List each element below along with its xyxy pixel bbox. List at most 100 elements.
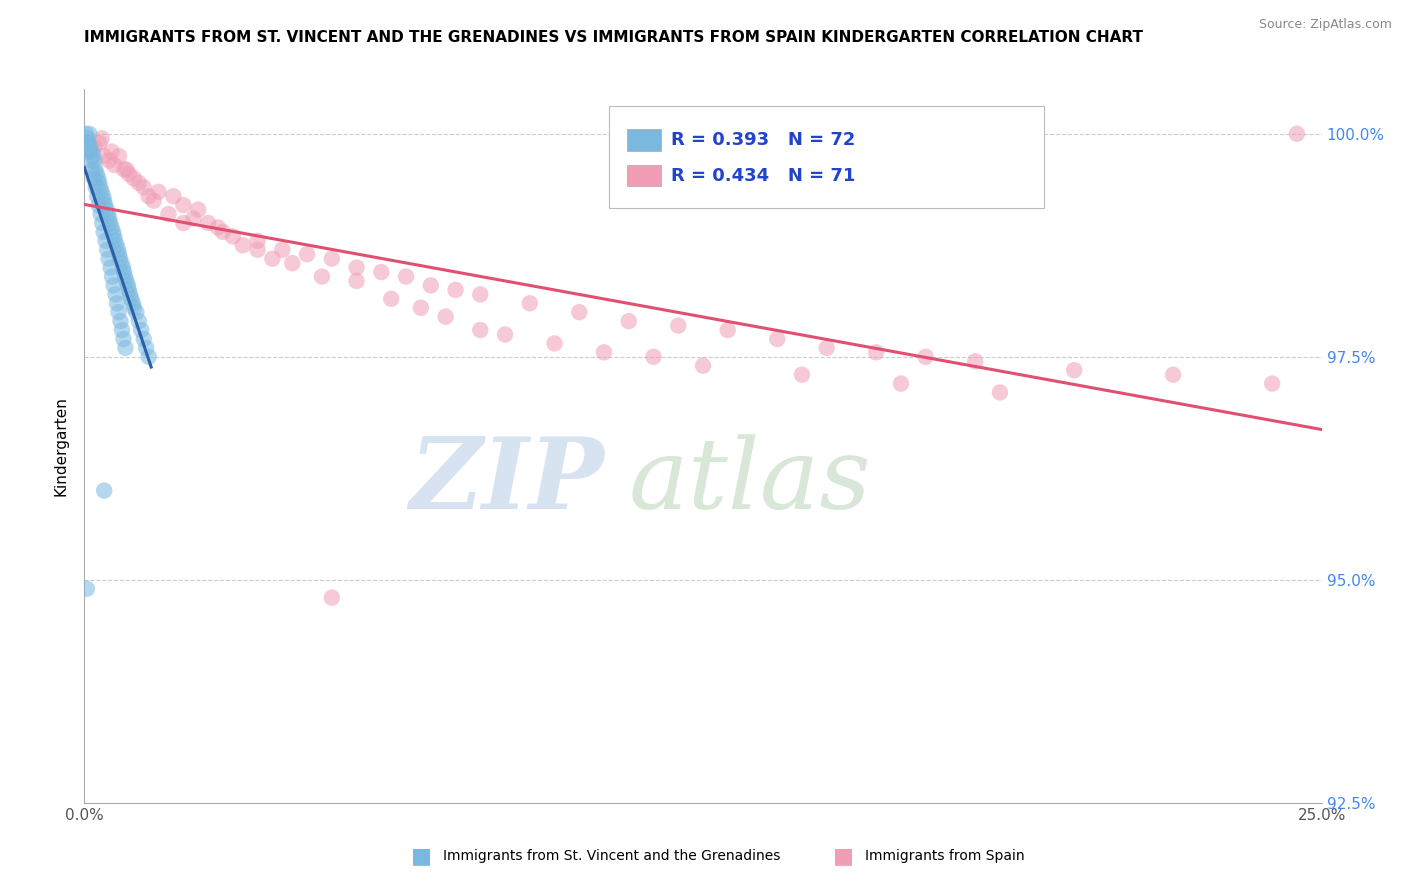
- Point: [370, 265, 392, 279]
- Point: [281, 256, 304, 270]
- Point: [988, 385, 1011, 400]
- Point: [90, 131, 112, 145]
- Point: [138, 350, 160, 364]
- Point: [108, 247, 131, 261]
- Text: IMMIGRANTS FROM ST. VINCENT AND THE GRENADINES VS IMMIGRANTS FROM SPAIN KINDERGA: IMMIGRANTS FROM ST. VINCENT AND THE GREN…: [84, 29, 1143, 45]
- Point: [395, 269, 418, 284]
- Point: [112, 162, 135, 177]
- Point: [105, 238, 128, 252]
- Point: [97, 252, 120, 266]
- Point: [157, 207, 180, 221]
- Text: ■: ■: [834, 847, 853, 866]
- Text: Immigrants from St. Vincent and the Grenadines: Immigrants from St. Vincent and the Gren…: [443, 849, 780, 863]
- Point: [262, 252, 284, 266]
- Point: [107, 305, 129, 319]
- Text: Source: ZipAtlas.com: Source: ZipAtlas.com: [1258, 18, 1392, 31]
- Point: [118, 287, 141, 301]
- Point: [222, 229, 245, 244]
- Point: [321, 591, 343, 605]
- Point: [108, 149, 131, 163]
- Point: [568, 305, 591, 319]
- Point: [117, 278, 139, 293]
- Point: [122, 301, 145, 315]
- Text: R = 0.393   N = 72: R = 0.393 N = 72: [671, 131, 855, 149]
- Point: [118, 167, 141, 181]
- Point: [494, 327, 516, 342]
- Point: [187, 202, 209, 217]
- Point: [89, 180, 111, 194]
- Point: [1161, 368, 1184, 382]
- Point: [75, 127, 97, 141]
- Point: [125, 305, 148, 319]
- Point: [766, 332, 789, 346]
- Point: [89, 176, 111, 190]
- Point: [96, 202, 118, 217]
- Point: [101, 269, 124, 284]
- Point: [128, 176, 150, 190]
- Text: atlas: atlas: [628, 434, 872, 529]
- Point: [207, 220, 229, 235]
- Point: [434, 310, 457, 324]
- Point: [121, 296, 143, 310]
- Point: [79, 127, 101, 141]
- Point: [114, 341, 136, 355]
- Point: [110, 256, 132, 270]
- Point: [79, 145, 101, 159]
- Point: [87, 198, 110, 212]
- Point: [108, 252, 131, 266]
- Point: [197, 216, 219, 230]
- Point: [90, 207, 112, 221]
- Point: [83, 140, 105, 154]
- Point: [86, 189, 108, 203]
- Point: [132, 180, 155, 194]
- Point: [104, 234, 127, 248]
- Point: [80, 145, 103, 159]
- Point: [111, 323, 134, 337]
- Point: [82, 162, 104, 177]
- Point: [380, 292, 402, 306]
- Text: ZIP: ZIP: [409, 434, 605, 530]
- Point: [79, 140, 101, 154]
- Point: [470, 287, 492, 301]
- Point: [172, 216, 194, 230]
- Point: [346, 260, 368, 275]
- Point: [93, 194, 115, 208]
- Point: [717, 323, 740, 337]
- Point: [89, 136, 111, 150]
- Point: [114, 269, 136, 284]
- Point: [101, 225, 124, 239]
- Point: [90, 185, 112, 199]
- Point: [593, 345, 616, 359]
- Point: [98, 153, 121, 168]
- Point: [103, 158, 125, 172]
- Point: [643, 350, 665, 364]
- Point: [865, 345, 887, 359]
- Point: [103, 229, 125, 244]
- Point: [77, 145, 100, 159]
- Point: [98, 211, 121, 226]
- Point: [104, 287, 127, 301]
- Point: [181, 211, 204, 226]
- Point: [444, 283, 467, 297]
- Point: [76, 136, 98, 150]
- Point: [135, 341, 157, 355]
- Point: [93, 149, 115, 163]
- Text: ■: ■: [412, 847, 432, 866]
- Point: [128, 314, 150, 328]
- Point: [110, 314, 132, 328]
- Point: [666, 318, 689, 333]
- Point: [914, 350, 936, 364]
- Point: [790, 368, 813, 382]
- Point: [1285, 127, 1308, 141]
- Point: [91, 216, 114, 230]
- Point: [93, 225, 115, 239]
- Point: [94, 234, 117, 248]
- Point: [87, 171, 110, 186]
- Point: [76, 131, 98, 145]
- Point: [107, 243, 129, 257]
- Point: [97, 207, 120, 221]
- Point: [321, 252, 343, 266]
- Point: [122, 171, 145, 186]
- Point: [232, 238, 254, 252]
- Point: [543, 336, 565, 351]
